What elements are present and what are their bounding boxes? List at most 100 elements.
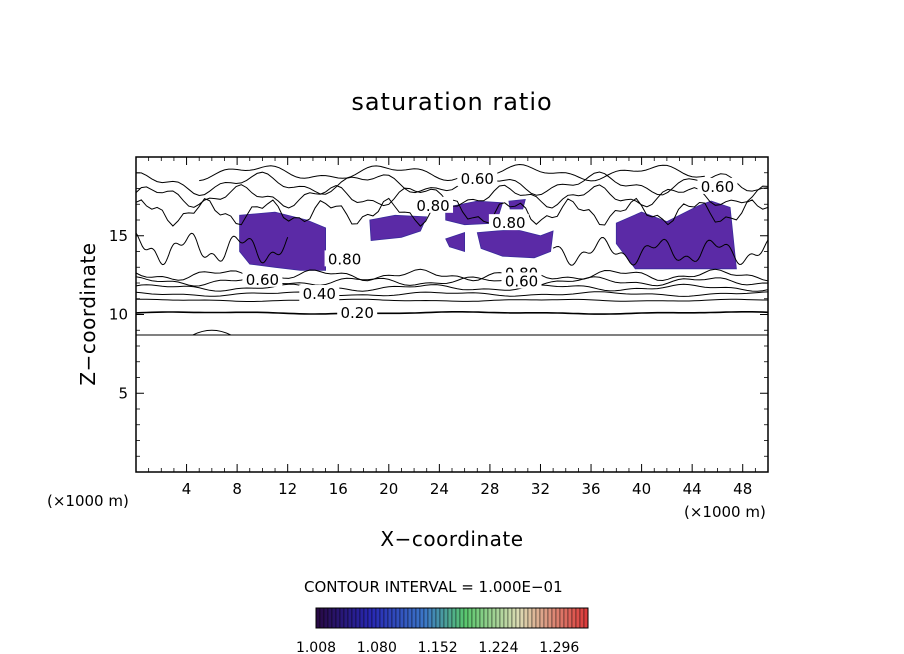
colorbar-cell	[531, 607, 537, 629]
colorbar-cell	[323, 607, 329, 629]
x-tick-label: 44	[683, 480, 702, 498]
colorbar-tick-label: 1.152	[418, 640, 458, 654]
contour-labels-layer: 0.200.400.600.800.600.800.800.800.600.60	[242, 170, 738, 322]
colorbar-cell	[543, 607, 549, 629]
colorbar-cell	[503, 607, 509, 629]
colorbar-cell	[455, 607, 461, 629]
colorbar-cell	[343, 607, 349, 629]
colorbar-cell	[559, 607, 565, 629]
x-tick-label: 20	[379, 480, 398, 498]
colorbar-cell	[379, 607, 385, 629]
colorbar-cell	[367, 607, 373, 629]
contour-label-bg	[242, 270, 283, 287]
colorbar-cell	[571, 607, 577, 629]
contour-label: 0.60	[246, 271, 279, 289]
colorbar-cell	[355, 607, 361, 629]
colorbar-cell	[319, 607, 325, 629]
contour-label-bg	[488, 214, 529, 231]
colorbar-cell	[435, 607, 441, 629]
colorbar-cell	[399, 607, 405, 629]
contour-label: 0.60	[505, 272, 538, 290]
colorbar-cell	[387, 607, 393, 629]
colorbar-cell	[563, 607, 569, 629]
colorbar-tick-label: 1.224	[478, 640, 518, 654]
colorbar-cell	[567, 607, 573, 629]
x-tick-label: 4	[182, 480, 192, 498]
colorbar-cell	[463, 607, 469, 629]
colorbar-cell	[403, 607, 409, 629]
supersaturated-region	[369, 214, 428, 241]
colorbar-cell	[427, 607, 433, 629]
supersaturated-region	[508, 199, 526, 210]
colorbar-cell	[523, 607, 529, 629]
colorbar-cell	[315, 607, 321, 629]
colorbar-cell	[495, 607, 501, 629]
colorbar-cell	[555, 607, 561, 629]
colorbar-cell	[331, 607, 337, 629]
contour-line	[135, 291, 769, 297]
colorbar-cell	[419, 607, 425, 629]
x-tick-label: 16	[329, 480, 348, 498]
colorbar-cell	[479, 607, 485, 629]
colorbar-cell	[535, 607, 541, 629]
contour-label: 0.60	[461, 170, 494, 188]
contour-label-bg	[457, 170, 498, 187]
contour-label-bg	[697, 177, 738, 194]
supersaturated-region	[445, 232, 466, 253]
contour-label-bg	[299, 285, 340, 302]
colorbar-cell	[391, 607, 397, 629]
colorbar-tick-label: 1.080	[357, 640, 397, 654]
contour-label-bg	[501, 272, 542, 289]
x-tick-label: 24	[430, 480, 449, 498]
contour-line	[135, 268, 769, 282]
x-axis-label: X−coordinate	[380, 527, 524, 551]
colorbar-cell	[439, 607, 445, 629]
colorbar-cell	[431, 607, 437, 629]
contour-line	[135, 311, 769, 315]
colorbar-cell	[583, 607, 589, 629]
contour-line	[136, 171, 769, 197]
colorbar-cell	[551, 607, 557, 629]
x-unit-label-left: (×1000 m)	[47, 492, 129, 510]
contour-line	[135, 283, 769, 292]
contour-label-bg	[324, 250, 365, 267]
contour-label-bg	[413, 196, 454, 213]
y-tick-label: 10	[109, 306, 128, 324]
x-tick-label: 8	[232, 480, 242, 498]
contour-label-bg	[337, 303, 378, 320]
contour-label: 0.80	[492, 214, 525, 232]
colorbar-cell	[519, 607, 525, 629]
y-axis-label: Z−coordinate	[76, 242, 100, 386]
colorbar-cell	[351, 607, 357, 629]
supersaturated-region	[476, 228, 554, 259]
contour-line	[135, 298, 768, 302]
colorbar-cell	[491, 607, 497, 629]
x-tick-label: 28	[480, 480, 499, 498]
colorbar-cell	[375, 607, 381, 629]
colorbar: 1.008 1.080 1.152 1.224 1.296	[296, 607, 589, 654]
colorbar-cell	[371, 607, 377, 629]
x-tick-label: 48	[733, 480, 752, 498]
x-tick-label: 36	[581, 480, 600, 498]
colorbar-cell	[515, 607, 521, 629]
colorbar-cell	[359, 607, 365, 629]
colorbar-cell	[579, 607, 585, 629]
chart-title: saturation ratio	[351, 88, 553, 116]
colorbar-frame	[315, 607, 589, 629]
contour-lines-layer	[135, 163, 769, 336]
colorbar-cell	[527, 607, 533, 629]
colorbar-cell	[383, 607, 389, 629]
colorbar-cell	[339, 607, 345, 629]
y-tick-label: 5	[118, 384, 128, 402]
x-tick-label: 32	[531, 480, 550, 498]
colorbar-cell	[459, 607, 465, 629]
x-tick-label: 40	[632, 480, 651, 498]
y-tick-label: 15	[109, 227, 128, 245]
colorbar-cell	[511, 607, 517, 629]
colorbar-cell	[363, 607, 369, 629]
colorbar-cell	[539, 607, 545, 629]
colorbar-cell	[475, 607, 481, 629]
colorbar-cell	[407, 607, 413, 629]
colorbar-cell	[335, 607, 341, 629]
